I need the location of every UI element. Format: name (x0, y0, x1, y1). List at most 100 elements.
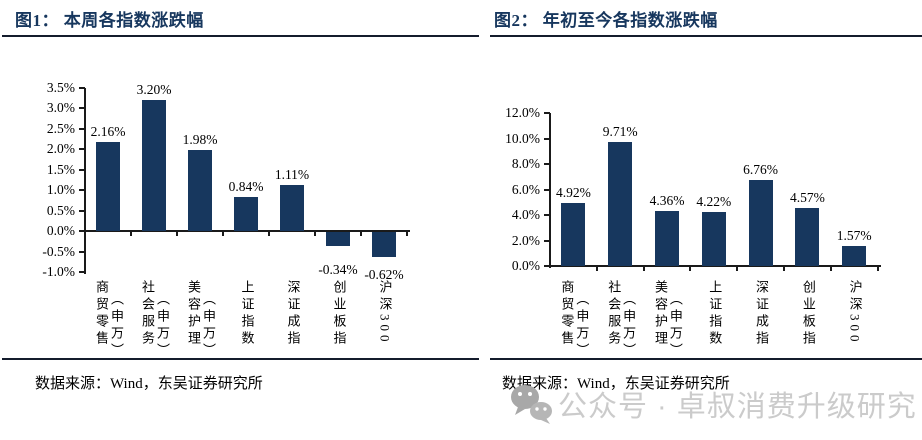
y-axis-tick (79, 127, 85, 130)
y-axis-tick-label: 2.5% (46, 120, 75, 136)
y-axis-tick (79, 230, 85, 232)
y-axis-tick (79, 189, 85, 191)
bar (748, 180, 773, 266)
category-label-text: 社会服务 (140, 280, 155, 348)
x-axis-line (550, 265, 881, 267)
x-axis-line (85, 230, 410, 232)
x-axis-tick (222, 232, 224, 236)
bar (142, 99, 166, 231)
bar-value-label: 4.22% (696, 194, 732, 210)
bar (280, 185, 304, 231)
x-axis-tick (689, 267, 692, 271)
category-label-text: 美容护理 (652, 280, 668, 348)
category-label-text: 创业板指 (800, 280, 816, 348)
figure-1-source-note: 数据来源：Wind，东吴证券研究所 (35, 376, 263, 392)
bar-value-label: -0.62% (364, 267, 404, 283)
y-axis-tick-label: 6.0% (511, 181, 540, 197)
bar-value-label: 2.16% (90, 124, 126, 140)
figure-1-title-divider (2, 35, 479, 37)
bar-value-label: 1.11% (274, 167, 310, 183)
x-axis-tick (829, 267, 832, 271)
bar (96, 142, 120, 231)
figure-1-panel: 图1： 本周各指数涨跌幅 3.5% 3.0% 2.5% 2.0% 1.5% 1.0% 0.5… (2, 0, 479, 440)
bar (795, 207, 820, 266)
y-axis-tick (79, 148, 85, 150)
category-label-text: 沪深300 (847, 280, 863, 346)
figure-2-source-note: 数据来源：Wind，东吴证券研究所 (502, 376, 730, 392)
y-axis-tick (544, 265, 550, 267)
category-label-text: 创业板指 (331, 280, 347, 348)
bar (372, 232, 396, 258)
x-axis-tick (130, 232, 132, 236)
y-axis-tick-label: 3.5% (46, 79, 75, 95)
y-axis-tick-label: 1.5% (46, 161, 75, 177)
y-axis-tick (544, 137, 550, 140)
bar (655, 210, 679, 266)
bar (608, 142, 633, 266)
y-axis-tick-label: 3.0% (46, 100, 75, 115)
figure-2-title: 图2： 年初至今各指数涨跌幅 (494, 11, 718, 30)
y-axis-tick-label: 8.0% (511, 156, 540, 172)
category-label-suffix: （申万） (108, 292, 124, 360)
category-label-text: 沪深300 (377, 280, 393, 346)
bar (234, 196, 258, 231)
y-axis-tick (79, 209, 85, 212)
category-label: 深证成指 (737, 280, 784, 348)
y-axis-tick-label: 12.0% (505, 105, 540, 121)
category-label-text: 上证指数 (239, 280, 255, 348)
watermark: 公众号 · 卓叔消费升级研究 (508, 383, 917, 425)
category-label-text: 上证指数 (707, 280, 723, 348)
y-axis-tick-label: 10.0% (505, 130, 540, 146)
wechat-icon (511, 385, 552, 424)
y-axis-tick-label: -1.0% (42, 264, 75, 279)
watermark-text: 公众号 · 卓叔消费升级研究 (558, 391, 917, 423)
bar-value-label: 4.92% (555, 185, 591, 201)
x-axis-tick (595, 267, 598, 271)
category-label: 社会服务 （申万） (131, 280, 177, 360)
x-axis-tick (360, 232, 362, 236)
bar (701, 212, 726, 266)
y-axis-tick-label: 2.0% (46, 141, 75, 156)
bar-value-label: 0.84% (228, 178, 264, 194)
y-axis-tick (79, 107, 85, 109)
y-axis-tick (544, 112, 550, 115)
category-label-text: 商贸零售 (94, 280, 109, 348)
figure-2-panel: 图2： 年初至今各指数涨跌幅 12.0% 10.0% 8.0% 6.0% 4.0% 2.0… (490, 0, 922, 440)
category-label: 深证成指 (269, 280, 315, 348)
bar-value-label: 6.76% (743, 162, 779, 177)
x-axis-tick (783, 267, 785, 271)
category-label-text: 商贸零售 (559, 280, 575, 348)
bar (842, 246, 867, 266)
x-axis-tick (642, 267, 645, 271)
y-axis-tick-label: 0.0% (511, 258, 540, 273)
y-axis-tick-label: -0.5% (42, 243, 75, 259)
category-label-text: 美容护理 (186, 280, 201, 348)
category-label: 创业板指 (315, 280, 361, 348)
y-axis-tick (544, 239, 550, 242)
figure-2-title-divider (490, 35, 922, 37)
category-label: 社会服务 （申万） (597, 280, 644, 360)
category-label-suffix: （申万） (667, 292, 683, 360)
bar (326, 232, 350, 246)
y-axis-tick-label: 2.0% (511, 232, 540, 248)
y-axis-tick (79, 271, 85, 273)
y-axis-tick-label: 0.0% (46, 223, 75, 238)
figure-2-bar-chart: 12.0% 10.0% 8.0% 6.0% 4.0% 2.0% 0.0% 4.92% 商贸零售（… (490, 0, 922, 440)
bar-value-label: 1.57% (836, 228, 872, 244)
figure-1-bar-chart: 3.5% 3.0% 2.5% 2.0% 1.5% 1.0% 0.5% 0.0% -0.5% -1.… (2, 0, 479, 440)
category-label-suffix: （申万） (621, 292, 637, 360)
x-axis-tick (314, 232, 316, 236)
category-label: 美容护理 （申万） (177, 280, 223, 360)
category-label: 创业板指 (784, 280, 831, 348)
y-axis-tick (79, 168, 85, 171)
figure-1-bottom-divider (2, 358, 479, 360)
y-axis-tick (79, 250, 85, 253)
category-label: 商贸零售 （申万） (85, 280, 131, 360)
category-label: 上证指数 (223, 280, 269, 348)
x-axis-tick (406, 232, 408, 236)
bar-value-label: 9.71% (602, 124, 638, 140)
bar-value-label: 3.20% (136, 81, 172, 97)
bar (188, 149, 212, 231)
category-label-text: 深证成指 (285, 280, 301, 348)
